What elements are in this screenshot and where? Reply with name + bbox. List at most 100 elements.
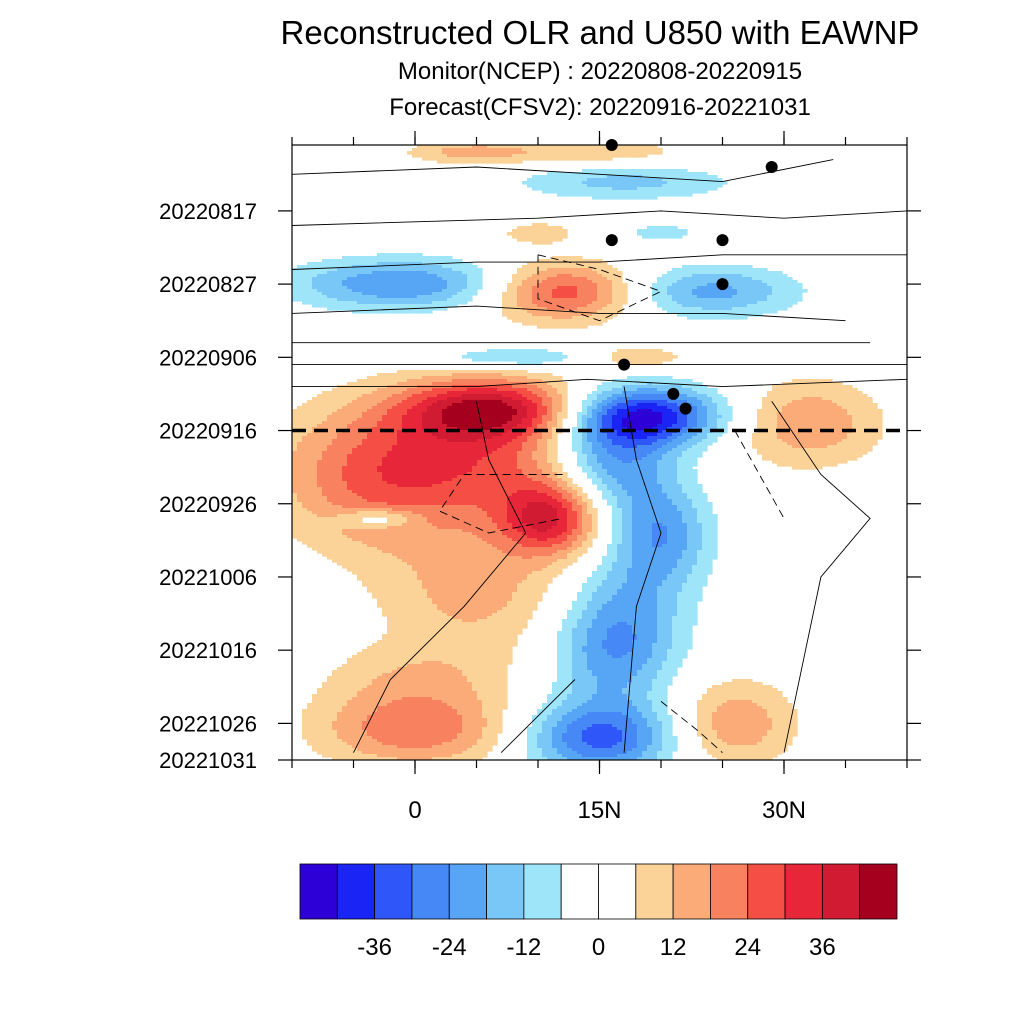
olr-cell	[472, 268, 478, 272]
olr-cell	[662, 226, 668, 230]
olr-cell	[672, 298, 678, 302]
olr-cell	[512, 349, 518, 353]
olr-cell	[567, 298, 573, 302]
olr-cell	[712, 439, 718, 443]
olr-cell	[547, 175, 553, 179]
olr-cell	[597, 262, 603, 266]
olr-cell	[477, 379, 483, 383]
olr-cell	[707, 184, 713, 188]
olr-cell	[442, 304, 448, 308]
olr-cell	[547, 235, 553, 239]
olr-cell	[657, 286, 663, 290]
olr-cell	[292, 286, 298, 290]
olr-cell	[552, 301, 558, 305]
olr-cell	[342, 301, 348, 305]
olr-cell	[582, 292, 588, 296]
olr-cell	[432, 259, 438, 263]
olr-cell	[642, 229, 648, 233]
olr-cell	[577, 193, 583, 197]
olr-anomaly-field	[292, 145, 883, 760]
olr-cell	[487, 358, 493, 362]
olr-cell	[477, 376, 483, 380]
olr-cell	[532, 298, 538, 302]
olr-cell	[377, 307, 383, 311]
olr-cell	[507, 304, 513, 308]
olr-cell	[417, 298, 423, 302]
olr-cell	[527, 292, 533, 296]
olr-cell	[557, 271, 563, 275]
olr-cell	[537, 232, 543, 236]
olr-cell	[512, 310, 518, 314]
olr-cell	[727, 274, 733, 278]
olr-cell	[537, 235, 543, 239]
olr-cell	[572, 286, 578, 290]
olr-cell	[372, 289, 378, 293]
olr-cell	[627, 193, 633, 197]
olr-cell	[587, 274, 593, 278]
olr-cell	[507, 160, 513, 164]
olr-cell	[577, 283, 583, 287]
olr-cell	[602, 292, 608, 296]
olr-cell	[537, 313, 543, 317]
olr-cell	[542, 184, 548, 188]
olr-cell	[377, 292, 383, 296]
olr-cell	[597, 295, 603, 299]
olr-cell	[537, 268, 543, 272]
olr-cell	[367, 379, 373, 383]
olr-cell	[607, 274, 613, 278]
olr-cell	[532, 175, 538, 179]
olr-cell	[457, 277, 463, 281]
olr-cell	[517, 238, 523, 242]
olr-cell	[457, 262, 463, 266]
olr-cell	[467, 148, 473, 152]
olr-cell	[677, 301, 683, 305]
olr-cell	[467, 262, 473, 266]
olr-cell	[602, 190, 608, 194]
olr-cell	[567, 187, 573, 191]
olr-cell	[602, 301, 608, 305]
olr-cell	[732, 310, 738, 314]
olr-cell	[712, 280, 718, 284]
olr-cell	[557, 292, 563, 296]
olr-cell	[417, 259, 423, 263]
olr-cell	[417, 382, 423, 386]
olr-cell	[687, 298, 693, 302]
olr-cell	[632, 178, 638, 182]
olr-cell	[522, 157, 528, 161]
olr-cell	[412, 295, 418, 299]
olr-cell	[442, 256, 448, 260]
olr-cell	[752, 310, 758, 314]
olr-cell	[362, 283, 368, 287]
olr-cell	[472, 145, 478, 149]
olr-cell	[682, 307, 688, 311]
olr-cell	[552, 283, 558, 287]
olr-cell	[387, 265, 393, 269]
olr-cell	[567, 145, 573, 149]
olr-cell	[662, 235, 668, 239]
olr-cell	[572, 316, 578, 320]
olr-cell	[477, 145, 483, 149]
olr-cell	[527, 355, 533, 359]
olr-cell	[527, 265, 533, 269]
olr-cell	[382, 304, 388, 308]
olr-cell	[662, 184, 668, 188]
olr-cell	[412, 301, 418, 305]
olr-cell	[577, 181, 583, 185]
olr-cell	[522, 310, 528, 314]
olr-cell	[502, 355, 508, 359]
olr-cell	[522, 292, 528, 296]
olr-cell	[642, 154, 648, 158]
olr-cell	[612, 268, 618, 272]
olr-cell	[597, 154, 603, 158]
olr-cell	[382, 373, 388, 377]
olr-cell	[612, 175, 618, 179]
olr-cell	[787, 286, 793, 290]
olr-cell	[767, 295, 773, 299]
olr-cell	[697, 280, 703, 284]
olr-cell	[452, 376, 458, 380]
olr-cell	[462, 154, 468, 158]
olr-cell	[667, 295, 673, 299]
olr-cell	[597, 298, 603, 302]
olr-cell	[357, 277, 363, 281]
olr-cell	[692, 286, 698, 290]
